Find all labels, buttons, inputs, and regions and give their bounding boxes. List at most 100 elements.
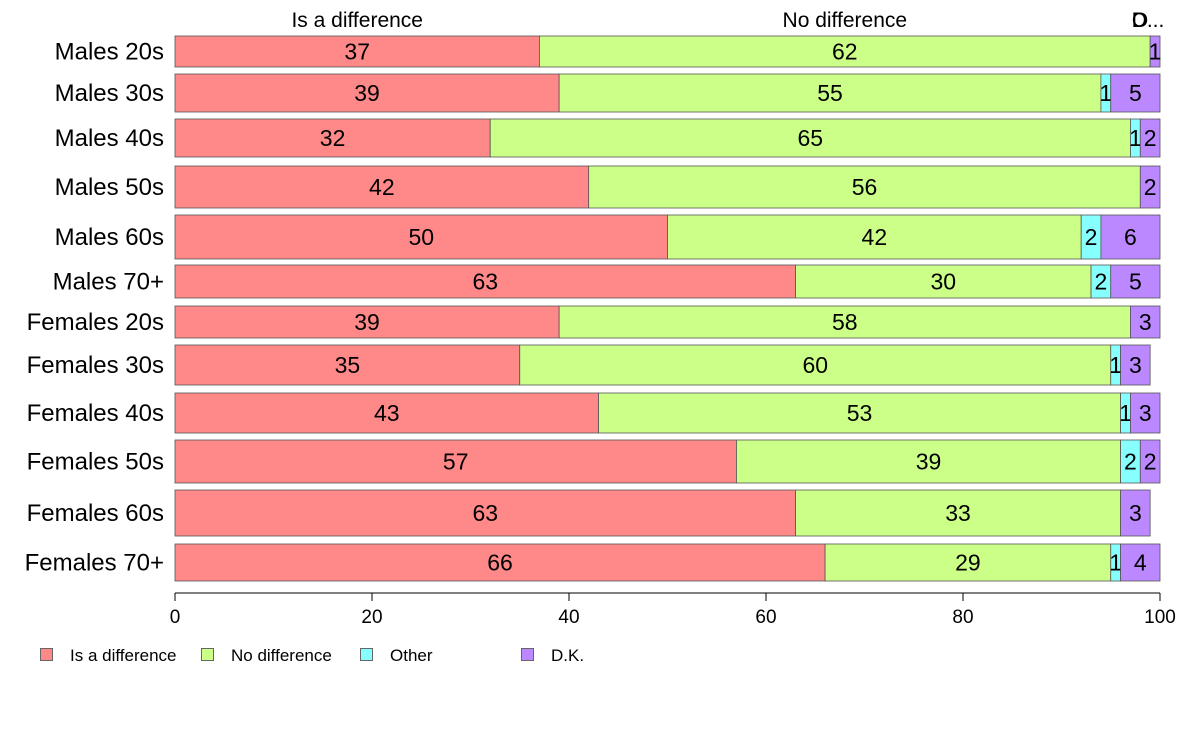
data-label-females-30s-is-a-difference: 35	[335, 352, 361, 378]
data-label-females-50s-no-difference: 39	[916, 449, 942, 475]
column-header-4: D...	[1132, 9, 1165, 32]
bar-females-70-d-k	[1120, 543, 1161, 582]
bar-females-40s-d-k	[1130, 392, 1161, 434]
data-label-males-40s-is-a-difference: 32	[320, 125, 346, 151]
bar-females-30s-no-difference	[519, 344, 1112, 386]
category-label-males-30s: Males 30s	[55, 80, 164, 107]
stacked-bar-chart: Is a difference No difference OD... 37 62 13…	[25, 9, 1176, 628]
bar-females-40s-is-a-difference	[174, 392, 599, 434]
bar-females-70-is-a-difference	[174, 543, 826, 582]
data-label-females-60s-d-k: 3	[1129, 500, 1142, 526]
x-tick-label-0: 0	[170, 607, 181, 628]
data-label-females-60s-is-a-difference: 63	[472, 500, 498, 526]
bar-males-20s-d-k	[1149, 35, 1161, 68]
bar-males-60s-d-k	[1100, 214, 1161, 260]
bar-males-50s-no-difference	[588, 165, 1141, 209]
data-label-males-50s-d-k: 2	[1144, 174, 1157, 200]
data-label-females-50s-other: 2	[1124, 449, 1137, 475]
category-label-males-60s: Males 60s	[55, 224, 164, 251]
bar-males-30s-no-difference	[558, 73, 1102, 113]
bar-males-60s-no-difference	[667, 214, 1082, 260]
bar-males-40s-no-difference	[489, 118, 1131, 158]
category-label-females-60s: Females 60s	[27, 500, 164, 527]
category-label-females-20s: Females 20s	[27, 309, 164, 336]
data-label-females-20s-no-difference: 58	[832, 309, 858, 335]
data-label-males-50s-is-a-difference: 42	[369, 174, 395, 200]
data-label-males-30s-no-difference: 55	[817, 80, 843, 106]
bar-females-20s-d-k	[1130, 305, 1161, 339]
legend-swatch-is-a-difference	[40, 648, 53, 661]
data-label-females-70-is-a-difference: 66	[487, 550, 513, 576]
data-label-males-30s-d-k: 5	[1129, 80, 1142, 106]
x-tick-label-20: 20	[361, 607, 382, 628]
legend-swatch-dk	[521, 648, 534, 661]
legend-label-other: Other	[390, 646, 433, 665]
data-label-females-50s-is-a-difference: 57	[443, 449, 469, 475]
data-label-males-30s-is-a-difference: 39	[354, 80, 380, 106]
bar-males-20s-no-difference	[539, 35, 1151, 68]
data-label-males-70-other: 2	[1095, 269, 1108, 295]
bar-females-30s-d-k	[1120, 344, 1151, 386]
data-label-females-40s-is-a-difference: 43	[374, 400, 400, 426]
bar-males-40s-is-a-difference	[174, 118, 491, 158]
bars-group: 37 62 139 55 1 532 65 1 242 56 250 42 2 663 30 2 539 58 33…	[174, 35, 1162, 582]
data-label-males-70-d-k: 5	[1129, 269, 1142, 295]
data-label-females-70-d-k: 4	[1134, 550, 1147, 576]
bar-males-40s-d-k	[1139, 118, 1161, 158]
data-label-males-20s-d-k: 1	[1149, 39, 1162, 65]
category-label-males-40s: Males 40s	[55, 125, 164, 152]
data-label-females-40s-no-difference: 53	[847, 400, 873, 426]
data-label-males-40s-no-difference: 65	[798, 125, 824, 151]
data-label-males-40s-other: 1	[1129, 125, 1142, 151]
data-label-females-70-no-difference: 29	[955, 550, 981, 576]
bar-males-70-is-a-difference	[174, 264, 796, 299]
legend-swatch-other	[360, 648, 373, 661]
data-label-females-70-other: 1	[1109, 550, 1122, 576]
x-tick-label-80: 80	[952, 607, 973, 628]
legend-label-is-a-difference: Is a difference	[70, 646, 177, 665]
x-tick-label-40: 40	[558, 607, 579, 628]
data-label-females-20s-is-a-difference: 39	[354, 309, 380, 335]
data-label-females-30s-d-k: 3	[1129, 352, 1142, 378]
data-label-males-70-no-difference: 30	[931, 269, 957, 295]
legend-label-dk: D.K.	[551, 646, 585, 665]
data-label-females-20s-d-k: 3	[1139, 309, 1152, 335]
legend-label-no-difference: No difference	[231, 646, 332, 665]
category-label-females-70: Females 70+	[25, 550, 164, 577]
bar-females-20s-no-difference	[558, 305, 1131, 339]
data-label-males-60s-d-k: 6	[1124, 224, 1137, 250]
data-label-males-60s-is-a-difference: 50	[408, 224, 434, 250]
category-label-males-70: Males 70+	[53, 269, 164, 296]
data-label-males-20s-no-difference: 62	[832, 39, 858, 65]
bar-males-50s-is-a-difference	[174, 165, 590, 209]
data-label-males-30s-other: 1	[1099, 80, 1112, 106]
data-label-females-30s-no-difference: 60	[802, 352, 828, 378]
bar-females-50s-d-k	[1139, 439, 1161, 484]
bar-females-30s-is-a-difference	[174, 344, 521, 386]
category-label-females-40s: Females 40s	[27, 400, 164, 427]
data-label-females-50s-d-k: 2	[1144, 449, 1157, 475]
data-label-males-70-is-a-difference: 63	[472, 269, 498, 295]
bar-males-30s-is-a-difference	[174, 73, 560, 113]
data-label-males-60s-no-difference: 42	[862, 224, 888, 250]
bar-males-70-no-difference	[795, 264, 1092, 299]
data-label-females-60s-no-difference: 33	[945, 500, 971, 526]
data-label-females-40s-d-k: 3	[1139, 400, 1152, 426]
legend-swatch-no-difference	[201, 648, 214, 661]
column-headers: Is a difference No difference OD...	[291, 9, 1164, 32]
bar-females-60s-is-a-difference	[174, 489, 796, 537]
column-header-2: No difference	[783, 9, 908, 32]
data-label-males-60s-other: 2	[1085, 224, 1098, 250]
category-label-females-50s: Females 50s	[27, 449, 164, 476]
bar-males-50s-d-k	[1139, 165, 1161, 209]
data-label-males-50s-no-difference: 56	[852, 174, 878, 200]
bar-females-20s-is-a-difference	[174, 305, 560, 339]
bar-females-60s-d-k	[1120, 489, 1151, 537]
data-label-males-20s-is-a-difference: 37	[344, 39, 370, 65]
category-label-females-30s: Females 30s	[27, 352, 164, 379]
column-header-3: O	[1132, 9, 1148, 32]
data-label-males-40s-d-k: 2	[1144, 125, 1157, 151]
x-axis: 0 20 40 60 80 100	[170, 592, 1176, 628]
x-tick-label-100: 100	[1144, 607, 1176, 628]
bar-males-70-d-k	[1110, 264, 1161, 299]
